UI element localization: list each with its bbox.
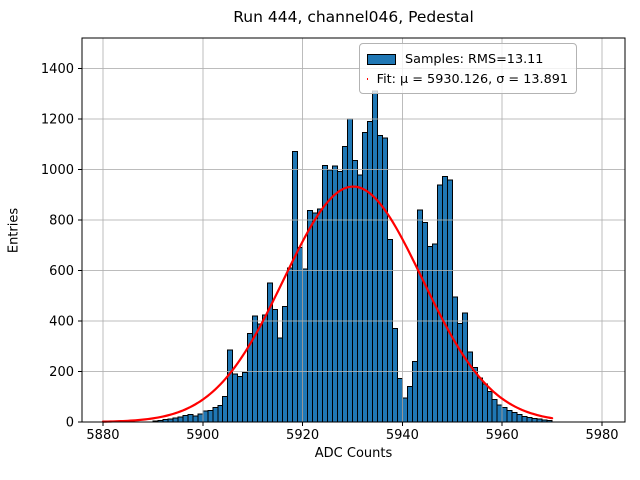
- histogram-bar: [327, 169, 334, 423]
- x-tick-label: 5980: [585, 428, 618, 443]
- y-tick-label: 200: [49, 365, 74, 380]
- histogram-bar: [287, 267, 294, 423]
- histogram-bar: [172, 417, 179, 423]
- x-tick-label: 5880: [86, 428, 119, 443]
- histogram-bar: [471, 367, 478, 423]
- histogram-bar: [491, 398, 498, 423]
- histogram-bar: [187, 414, 194, 423]
- histogram-bar: [257, 323, 264, 423]
- x-tick-label: 5940: [386, 428, 419, 443]
- histogram-bar: [232, 373, 239, 423]
- x-axis-label: ADC Counts: [314, 446, 393, 461]
- histogram-bar: [481, 383, 488, 423]
- histogram-bar: [396, 378, 403, 423]
- y-tick-label: 600: [49, 264, 74, 279]
- histogram-bar: [486, 391, 493, 423]
- histogram-bar: [312, 212, 319, 423]
- histogram-bar: [227, 349, 234, 423]
- chart-title: Run 444, channel046, Pedestal: [233, 8, 474, 26]
- histogram-bar: [197, 413, 204, 423]
- y-tick-label: 400: [49, 314, 74, 329]
- gridlines: [82, 38, 625, 423]
- histogram-bar: [217, 405, 224, 423]
- tick-marks: [78, 67, 603, 426]
- histogram-bar: [521, 416, 528, 423]
- histogram-bars: [152, 90, 553, 423]
- histogram-bar: [416, 209, 423, 423]
- legend: Samples: RMS=13.11 Fit: μ = 5930.126, σ …: [359, 43, 577, 94]
- histogram-bar: [421, 221, 428, 423]
- histogram-bar: [446, 179, 453, 423]
- histogram-bar: [361, 132, 368, 423]
- histogram-bar: [297, 247, 304, 423]
- fit-line-swatch-icon: [367, 78, 368, 80]
- y-tick-label: 0: [66, 416, 74, 431]
- histogram-bar: [332, 165, 339, 423]
- x-tick-label: 5960: [486, 428, 519, 443]
- histogram-bar: [242, 372, 249, 423]
- histogram-bar: [401, 397, 408, 423]
- y-tick-label: 800: [49, 213, 74, 228]
- y-tick-label: 1200: [41, 112, 74, 127]
- histogram-bar: [212, 407, 219, 423]
- histogram-bar: [506, 409, 513, 423]
- x-tick-label: 5920: [286, 428, 319, 443]
- legend-samples-label: Samples: RMS=13.11: [405, 51, 544, 67]
- histogram-bar: [366, 120, 373, 423]
- histogram-bar: [317, 208, 324, 423]
- fit-curve: [101, 185, 554, 423]
- histogram-bar: [207, 410, 214, 423]
- histogram-bar: [222, 396, 229, 423]
- histogram-bar: [526, 417, 533, 423]
- histogram-bar: [352, 160, 358, 423]
- histogram-bar: [277, 337, 284, 423]
- axes-spines: [81, 37, 626, 423]
- histogram-bar: [307, 209, 314, 423]
- histogram-bar: [411, 360, 418, 423]
- histogram-bar: [386, 239, 393, 423]
- histogram-bar: [406, 386, 413, 423]
- histogram-bar: [436, 184, 443, 423]
- histogram-bar: [376, 134, 383, 423]
- histogram-bar: [501, 407, 508, 423]
- histogram-bar: [262, 314, 269, 423]
- legend-fit-label: Fit: μ = 5930.126, σ = 13.891: [376, 71, 568, 87]
- histogram-bar: [182, 414, 189, 423]
- y-tick-label: 1000: [41, 163, 74, 178]
- histogram-bar: [381, 137, 388, 423]
- histogram-bar: [496, 404, 503, 423]
- histogram-bar: [237, 376, 244, 423]
- histogram-bar: [302, 268, 309, 423]
- histogram-bar: [516, 413, 523, 423]
- histogram-bar: [461, 312, 468, 423]
- histogram-bar: [371, 90, 378, 423]
- histogram-bar: [292, 151, 299, 423]
- histogram-bar: [282, 305, 289, 423]
- histogram-bar: [451, 296, 458, 423]
- histogram-bar: [511, 412, 518, 423]
- histogram-bar: [456, 322, 463, 423]
- legend-entry-fit: Fit: μ = 5930.126, σ = 13.891: [367, 69, 568, 89]
- histogram-bar: [202, 410, 209, 423]
- histogram-bar: [192, 415, 199, 423]
- histogram-bar: [426, 245, 433, 423]
- histogram-bar: [391, 328, 398, 423]
- histogram-bar: [441, 175, 448, 423]
- histogram-bar: [476, 377, 483, 423]
- y-tick-label: 1400: [41, 62, 74, 77]
- histogram-bar: [177, 416, 184, 423]
- histogram-bar: [337, 170, 344, 423]
- x-tick-label: 5900: [186, 428, 219, 443]
- histogram-bar: [272, 309, 279, 423]
- legend-entry-samples: Samples: RMS=13.11: [367, 49, 568, 69]
- histogram-bar: [356, 174, 363, 423]
- tick-labels: 5880 5900 5920 5940 5960 5980 0 200 400 600 800 100…: [41, 62, 619, 443]
- histogram-swatch-icon: [367, 53, 396, 65]
